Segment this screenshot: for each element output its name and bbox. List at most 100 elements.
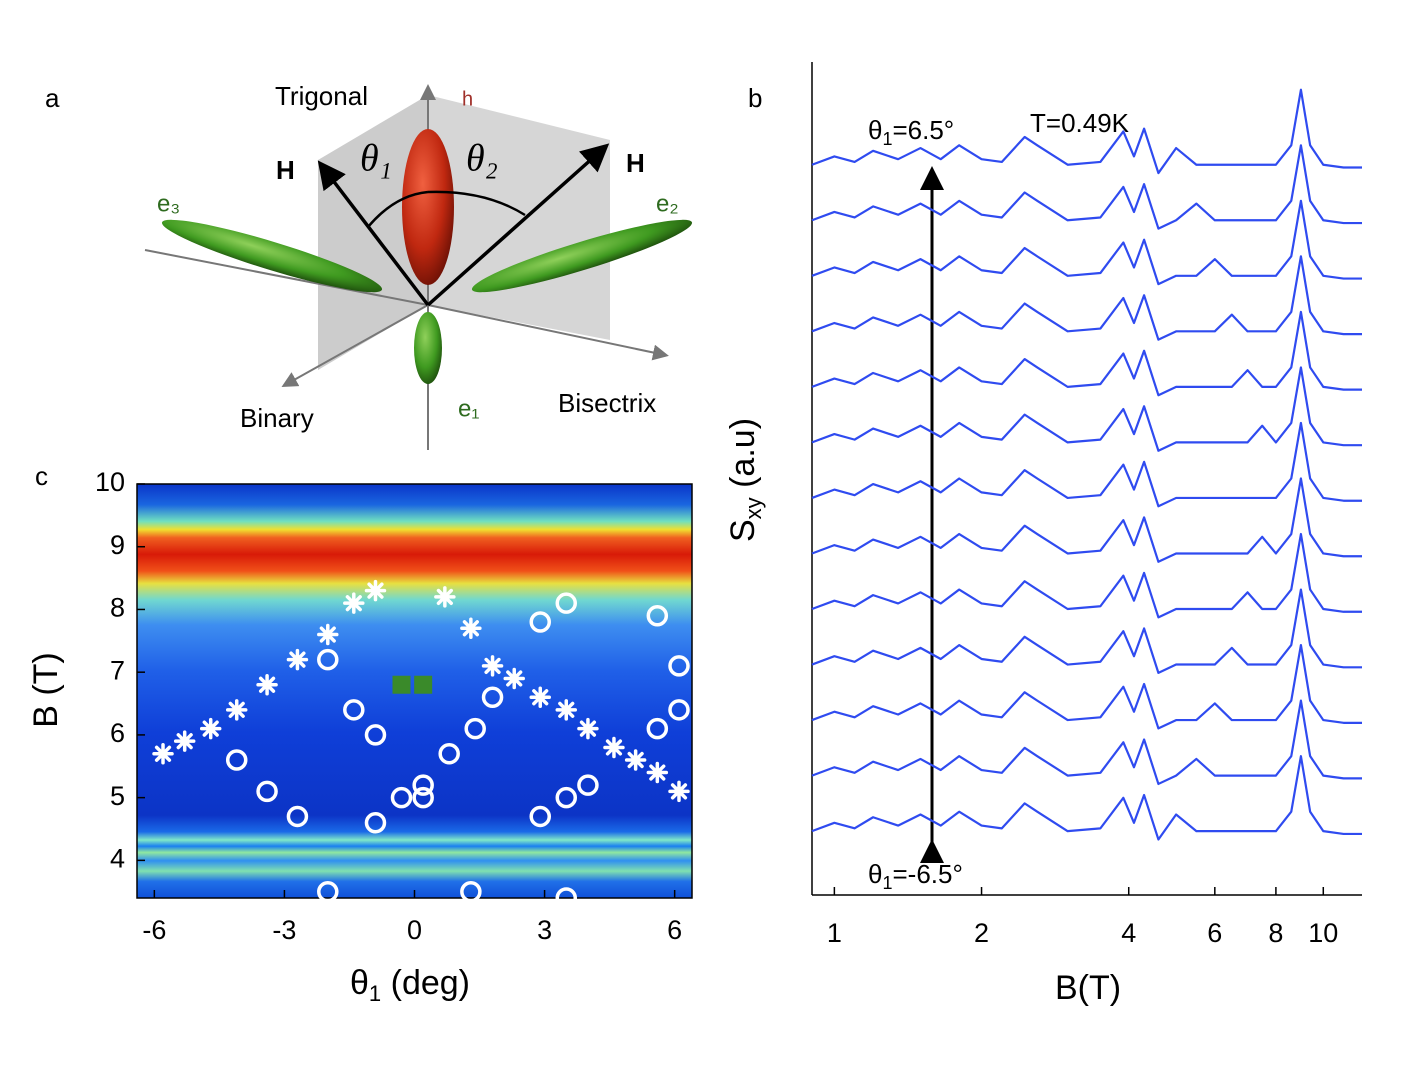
y-tick-label: 8 [110, 593, 125, 623]
label-part: (a.u) [724, 418, 762, 497]
annotation: θ1=6.5° [868, 115, 954, 149]
circle-marker [529, 611, 551, 633]
circle-marker [668, 699, 690, 721]
circle-marker [317, 648, 339, 671]
label: Trigonal [275, 81, 368, 111]
label: θ₁ [360, 138, 392, 180]
circle-marker [668, 655, 690, 677]
x-tick-label: 2 [974, 918, 989, 948]
h-arrow [426, 143, 610, 307]
circle-marker [646, 604, 669, 627]
y-axis-label: B (T) [27, 652, 65, 728]
star-marker [286, 648, 309, 671]
y-tick-label: 10 [95, 467, 125, 497]
angle-arc [367, 190, 429, 228]
star-marker [481, 655, 504, 677]
square-marker [392, 675, 411, 694]
y-tick-label: 9 [110, 530, 125, 560]
bisectrix-axis [427, 304, 669, 361]
label-part: (deg) [381, 964, 470, 1002]
h-arrow [317, 160, 430, 307]
circle-marker [412, 774, 434, 796]
circle-marker [529, 805, 551, 828]
curve [811, 421, 1362, 508]
y-tick-label: 5 [110, 781, 125, 811]
x-tick-label: -6 [142, 915, 166, 945]
curve [811, 255, 1362, 341]
star-marker [460, 617, 482, 640]
e2-pocket [471, 219, 693, 293]
panel-label: a [45, 83, 60, 113]
curve [811, 644, 1362, 730]
label: H [276, 155, 295, 185]
label: e₁ [458, 395, 479, 422]
circle-marker [343, 699, 365, 721]
x-tick-label: -3 [272, 915, 296, 945]
plane [428, 95, 610, 340]
curve [811, 144, 1362, 230]
annotation: T=0.49K [1030, 108, 1130, 138]
curve [811, 755, 1362, 841]
star-marker [668, 780, 690, 803]
annotation: θ1=-6.5° [868, 859, 963, 893]
curve [811, 477, 1362, 563]
circle-marker [555, 592, 578, 614]
circle-marker [438, 742, 460, 765]
label: Binary [240, 403, 314, 433]
curve [811, 88, 1362, 175]
angle-arc [427, 190, 526, 217]
x-tick-label: 8 [1268, 918, 1283, 948]
curve [811, 588, 1362, 674]
star-marker [152, 742, 174, 765]
label: h [462, 88, 473, 110]
curve [811, 699, 1362, 786]
circle-marker [464, 717, 486, 740]
curve [811, 310, 1362, 397]
x-tick-label: 0 [407, 915, 422, 945]
circle-marker [555, 786, 578, 809]
label-part: 1 [882, 873, 892, 893]
circle-marker [364, 811, 387, 834]
label: e₃ [157, 190, 180, 217]
y-tick-label: 7 [110, 655, 125, 685]
label: Bisectrix [558, 388, 656, 418]
panel-label: b [748, 83, 762, 113]
curve [811, 199, 1362, 286]
label-part: S [724, 519, 762, 542]
label: θ₂ [466, 138, 498, 180]
star-marker [555, 699, 578, 721]
circle-marker [225, 749, 248, 771]
star-marker [434, 586, 456, 608]
circle-marker [481, 686, 504, 709]
circle-marker [412, 786, 434, 809]
star-marker [646, 761, 669, 784]
label-part: 1 [882, 129, 892, 149]
label-part: θ [868, 115, 882, 145]
circle-marker [286, 805, 309, 828]
star-marker [343, 592, 365, 614]
label-part: =-6.5° [892, 859, 962, 889]
label: H [626, 148, 645, 178]
circle-marker [317, 880, 339, 903]
x-tick-label: 3 [537, 915, 552, 945]
star-marker [364, 579, 387, 602]
y-tick-label: 4 [110, 843, 125, 873]
circle-marker [646, 717, 669, 740]
x-tick-label: 6 [667, 915, 682, 945]
x-tick-label: 4 [1121, 918, 1136, 948]
x-axis-label: B(T) [1055, 969, 1121, 1007]
e3-pocket [161, 219, 383, 293]
star-marker [577, 717, 599, 740]
label: e₂ [656, 190, 679, 217]
curve [811, 532, 1362, 619]
e1-pocket [414, 312, 442, 384]
circle-marker [390, 786, 413, 809]
star-marker [199, 717, 222, 740]
x-tick-label: 10 [1308, 918, 1338, 948]
square-marker [414, 675, 433, 694]
star-marker [624, 749, 647, 771]
circle-marker [364, 724, 387, 746]
x-axis-label: θ1 (deg) [350, 964, 470, 1006]
